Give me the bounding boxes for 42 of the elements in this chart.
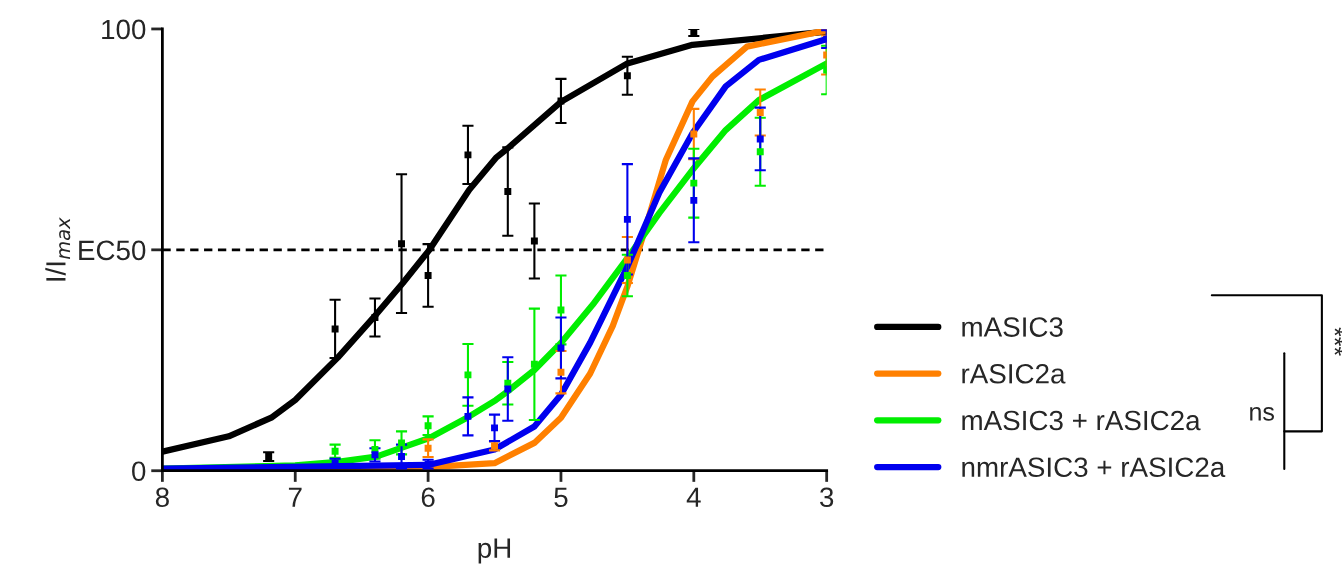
point bbox=[371, 313, 379, 321]
x-tick-label: 4 bbox=[686, 487, 701, 507]
point bbox=[464, 412, 472, 420]
y-axis-title: I/I$_{max}$ bbox=[45, 217, 71, 281]
legend-label: mASIC3 + rASIC2a bbox=[962, 410, 1201, 431]
x-tick-label: 7 bbox=[288, 487, 302, 507]
point bbox=[331, 325, 339, 333]
y-tick-label: EC50 bbox=[79, 240, 146, 261]
point bbox=[690, 179, 698, 187]
point bbox=[690, 130, 698, 138]
point bbox=[464, 151, 472, 159]
legend-label: nmrASIC3 + rASIC2a bbox=[962, 457, 1226, 478]
point bbox=[557, 368, 565, 376]
x-tick-label: 8 bbox=[155, 487, 169, 508]
y-tick-label: 0 bbox=[132, 461, 146, 482]
legend-label: rASIC2a bbox=[962, 363, 1066, 384]
point bbox=[623, 215, 631, 223]
x-tick-label: 5 bbox=[554, 487, 568, 508]
point bbox=[398, 453, 405, 461]
x-tick-label: 6 bbox=[421, 487, 435, 508]
point bbox=[491, 424, 498, 432]
point bbox=[623, 72, 631, 80]
point bbox=[756, 108, 764, 116]
text: ns bbox=[1250, 407, 1274, 421]
point bbox=[690, 196, 698, 204]
x-tick-label: 3 bbox=[820, 487, 834, 508]
point bbox=[557, 344, 565, 352]
point bbox=[398, 240, 405, 248]
point bbox=[464, 371, 472, 379]
point bbox=[557, 97, 565, 105]
point bbox=[424, 422, 432, 430]
point bbox=[756, 135, 764, 143]
point bbox=[424, 271, 432, 279]
legend-label: mASIC3 bbox=[962, 317, 1063, 337]
x-axis-title: pH bbox=[478, 538, 511, 564]
point bbox=[398, 439, 405, 447]
point bbox=[424, 444, 432, 452]
y-tick-label: 100 bbox=[102, 19, 146, 40]
point bbox=[530, 360, 538, 368]
point bbox=[557, 306, 565, 314]
point bbox=[504, 188, 512, 195]
point bbox=[756, 148, 764, 156]
